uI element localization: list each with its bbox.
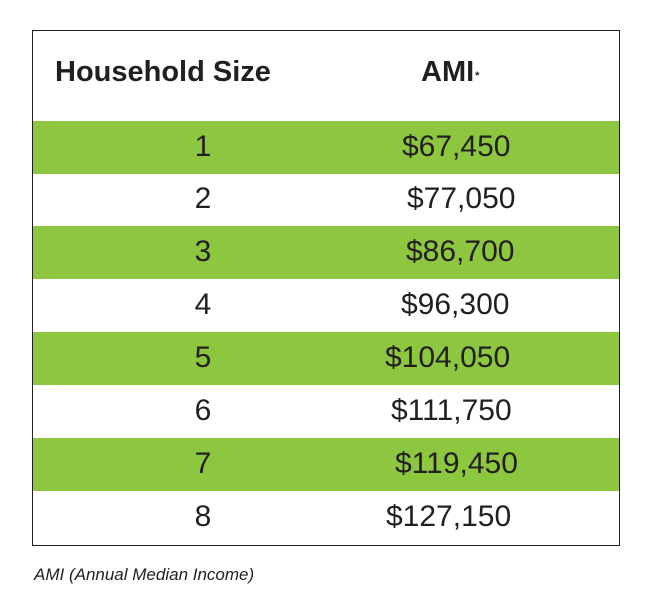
cell-ami: $119,450 — [395, 447, 518, 480]
cell-ami: $104,050 — [385, 341, 511, 374]
footnote-ami-definition: AMI (Annual Median Income) — [34, 565, 255, 584]
table-header: Household Size AMI* — [33, 31, 619, 123]
cell-ami: $67,450 — [402, 130, 511, 163]
table-row: 3 $86,700 — [33, 226, 619, 279]
cell-ami: $96,300 — [401, 288, 510, 321]
cell-household-size: 8 — [194, 500, 212, 533]
header-ami-label: AMI — [421, 56, 475, 88]
cell-household-size: 6 — [194, 394, 212, 427]
table-row: 6 $111,750 — [33, 385, 619, 438]
header-ami: AMI* — [421, 55, 479, 89]
cell-household-size: 1 — [194, 130, 212, 163]
table-row: 2 $77,050 — [33, 173, 619, 226]
cell-household-size: 4 — [194, 288, 212, 321]
header-ami-marker: * — [475, 70, 480, 82]
cell-ami: $86,700 — [406, 235, 515, 268]
table-row: 4 $96,300 — [33, 279, 619, 332]
ami-table: Household Size AMI* 1 $67,450 2 $77,050 … — [32, 30, 620, 546]
header-household-size: Household Size — [55, 56, 271, 88]
cell-ami: $77,050 — [407, 182, 516, 215]
table-row: 8 $127,150 — [33, 491, 619, 544]
cell-ami: $127,150 — [386, 500, 512, 533]
table-row: 7 $119,450 — [33, 438, 619, 491]
cell-household-size: 7 — [194, 447, 212, 480]
table-row: 5 $104,050 — [33, 332, 619, 385]
cell-ami: $111,750 — [391, 394, 512, 427]
cell-household-size: 5 — [194, 341, 212, 374]
cell-household-size: 3 — [194, 235, 212, 268]
cell-household-size: 2 — [194, 182, 212, 215]
table-row: 1 $67,450 — [33, 121, 619, 174]
